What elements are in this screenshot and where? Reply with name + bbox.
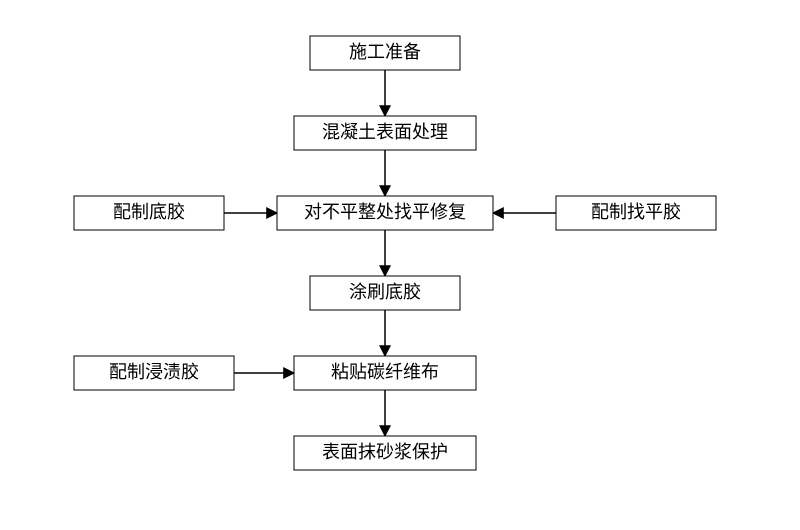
flowchart-node: 涂刷底胶 <box>310 276 460 310</box>
node-label: 粘贴碳纤维布 <box>331 362 439 382</box>
node-label: 配制找平胶 <box>591 202 681 222</box>
flowchart-node: 配制找平胶 <box>556 196 716 230</box>
flowchart-node: 对不平整处找平修复 <box>277 196 493 230</box>
flowchart-node: 粘贴碳纤维布 <box>294 356 476 390</box>
flowchart-node: 施工准备 <box>310 36 460 70</box>
flowchart-node: 混凝土表面处理 <box>294 116 476 150</box>
node-label: 对不平整处找平修复 <box>304 202 466 222</box>
node-label: 施工准备 <box>349 42 421 62</box>
node-label: 混凝土表面处理 <box>322 122 448 142</box>
node-label: 涂刷底胶 <box>349 282 421 302</box>
flowchart-node: 表面抹砂浆保护 <box>294 436 476 470</box>
node-label: 配制底胶 <box>113 202 185 222</box>
flowchart-node: 配制底胶 <box>74 196 224 230</box>
node-label: 配制浸渍胶 <box>109 362 199 382</box>
node-label: 表面抹砂浆保护 <box>322 442 448 462</box>
flowchart-node: 配制浸渍胶 <box>74 356 234 390</box>
flowchart-canvas: 施工准备混凝土表面处理对不平整处找平修复 配制底胶 配制找平胶涂刷底胶粘贴碳纤维布 配… <box>0 0 800 530</box>
nodes-layer: 施工准备混凝土表面处理对不平整处找平修复 配制底胶 配制找平胶涂刷底胶粘贴碳纤维布 配… <box>74 36 716 470</box>
